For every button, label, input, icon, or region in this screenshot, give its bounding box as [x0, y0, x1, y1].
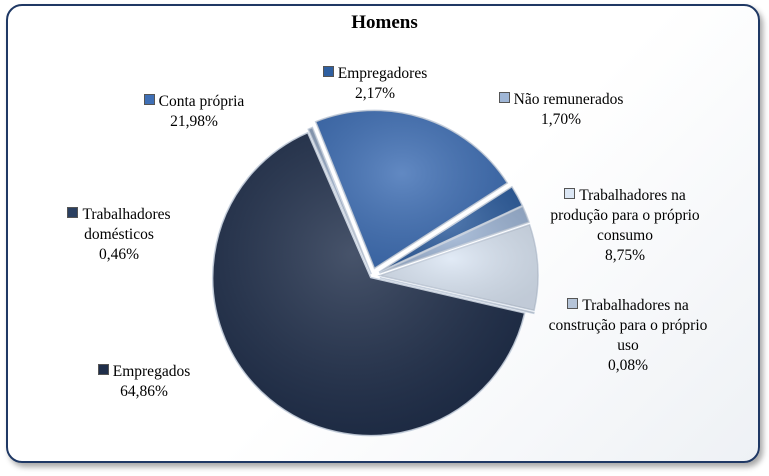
label-conta-propria-value: 21,98% [170, 113, 218, 130]
legend-key-empregados [97, 364, 109, 375]
label-domesticos-name: Trabalhadores domésticos [82, 206, 171, 243]
pie-slice-shade-5 [379, 206, 530, 274]
label-empregadores: Empregadores 2,17% [300, 64, 450, 104]
legend-key-nao-remunerados [498, 92, 510, 103]
label-domesticos-value: 0,46% [98, 246, 140, 263]
legend-key-conta-propria [143, 94, 155, 105]
label-construcao: Trabalhadores na construção para o própr… [543, 296, 713, 376]
label-conta-propria: Conta própria 21,98% [124, 92, 264, 132]
label-empregados: Empregados 64,86% [74, 362, 214, 402]
legend-key-domesticos [67, 207, 79, 218]
label-producao-name: Trabalhadores na produção para o próprio… [550, 187, 700, 244]
label-producao-value: 8,75% [604, 247, 646, 264]
label-nao-remunerados-name: Não remunerados [513, 91, 624, 108]
label-nao-remunerados: Não remunerados 1,70% [486, 90, 636, 130]
pie-slice-shade-7 [379, 277, 534, 314]
pie-slice-shade-1 [212, 132, 525, 436]
pie-slice-shade-3 [315, 110, 508, 269]
chart-title: Homens [351, 12, 418, 33]
label-empregadores-name: Empregadores [337, 65, 428, 82]
label-construcao-value: 0,08% [607, 357, 649, 374]
legend-key-empregadores [322, 66, 334, 77]
label-producao: Trabalhadores na produção para o próprio… [540, 186, 710, 266]
legend-key-construcao [567, 298, 579, 309]
pie-slice-shade-6 [379, 224, 538, 311]
label-empregadores-value: 2,17% [354, 85, 396, 102]
pie-slice-shade-2 [308, 127, 372, 275]
pie-slice-shade-4 [379, 186, 523, 273]
label-domesticos: Trabalhadores domésticos 0,46% [44, 205, 194, 265]
label-construcao-name: Trabalhadores na construção para o própr… [548, 297, 708, 354]
label-nao-remunerados-value: 1,70% [540, 111, 582, 128]
legend-key-producao [564, 188, 576, 199]
label-empregados-value: 64,86% [120, 383, 168, 400]
label-empregados-name: Empregados [112, 363, 191, 380]
label-conta-propria-name: Conta própria [158, 93, 245, 110]
